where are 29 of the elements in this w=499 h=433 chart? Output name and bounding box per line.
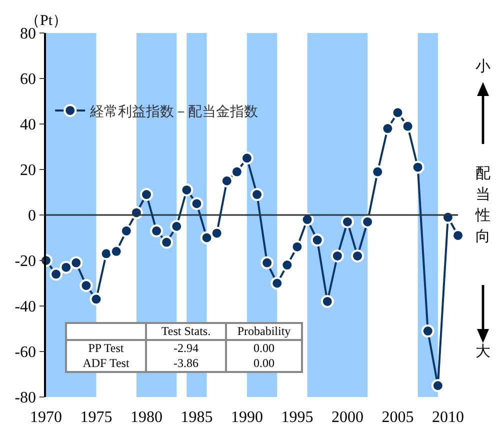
y-tick-label: -40 [14,298,36,316]
y-tick-label: -60 [14,344,36,362]
y-tick-label: 60 [20,71,36,88]
annotation: ADF Test [66,356,146,372]
y-tick-label: 20 [20,162,36,180]
y-tick-label: -20 [14,253,36,270]
annotation: -3.86 [146,356,226,372]
x-tick-label: 1975 [80,409,112,426]
x-tick-label: 2010 [432,409,464,426]
x-tick-label: 2005 [382,409,414,426]
annotation: 0.00 [226,356,302,372]
text: 大 [474,341,492,362]
text: 小 [474,56,492,77]
text: 配当性向 [474,163,492,247]
x-tick-label: 1995 [281,409,314,426]
legend-label: 経常利益指数－配当金指数 [89,104,258,120]
y-tick-label: 0 [28,208,36,225]
annotation: Test Stats. [146,323,226,340]
y-tick-label: -80 [14,390,36,407]
annotation: PP Test [66,340,146,356]
x-tick-label: 1970 [30,409,62,426]
annotation: -2.94 [146,340,226,356]
annotation: Probability [226,323,302,340]
annotation: 0.00 [226,340,302,356]
y-tick-label: 40 [20,116,36,134]
x-tick-label: 1990 [230,409,263,426]
x-tick-label: 1985 [180,409,213,426]
x-tick-label: 1980 [130,409,162,426]
x-tick-label: 2000 [331,409,364,426]
